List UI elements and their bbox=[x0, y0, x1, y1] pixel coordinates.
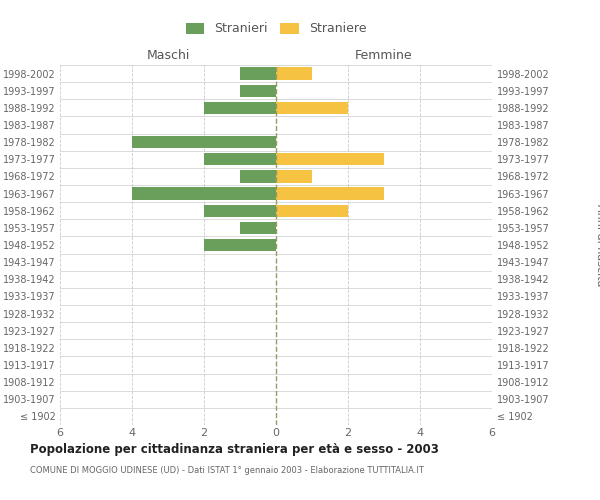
Bar bbox=[204, 102, 276, 114]
Bar bbox=[240, 222, 276, 234]
Bar bbox=[276, 170, 312, 182]
Bar bbox=[204, 204, 276, 217]
Bar bbox=[240, 84, 276, 97]
Text: Femmine: Femmine bbox=[355, 48, 413, 62]
Y-axis label: Anni di nascita: Anni di nascita bbox=[595, 204, 600, 286]
Bar bbox=[204, 239, 276, 251]
Text: Popolazione per cittadinanza straniera per età e sesso - 2003: Popolazione per cittadinanza straniera p… bbox=[30, 442, 439, 456]
Bar bbox=[240, 170, 276, 182]
Bar bbox=[276, 102, 348, 114]
Legend: Stranieri, Straniere: Stranieri, Straniere bbox=[182, 18, 370, 40]
Bar bbox=[276, 204, 348, 217]
Text: Maschi: Maschi bbox=[146, 48, 190, 62]
Text: COMUNE DI MOGGIO UDINESE (UD) - Dati ISTAT 1° gennaio 2003 - Elaborazione TUTTIT: COMUNE DI MOGGIO UDINESE (UD) - Dati IST… bbox=[30, 466, 424, 475]
Bar bbox=[132, 188, 276, 200]
Bar bbox=[276, 188, 384, 200]
Bar bbox=[240, 68, 276, 80]
Bar bbox=[276, 68, 312, 80]
Bar bbox=[204, 153, 276, 166]
Bar bbox=[276, 153, 384, 166]
Bar bbox=[132, 136, 276, 148]
